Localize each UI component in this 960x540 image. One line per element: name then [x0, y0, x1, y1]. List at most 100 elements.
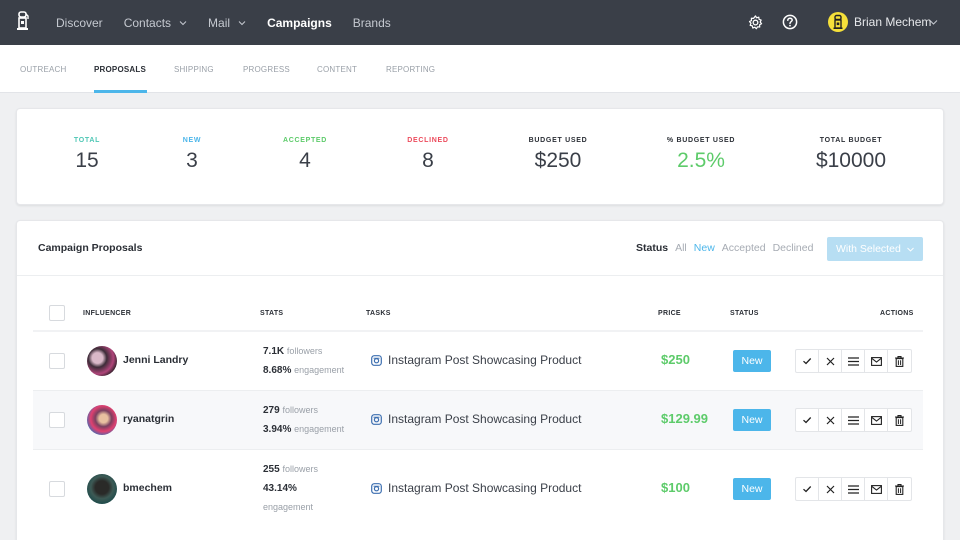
envelope-icon	[870, 415, 882, 425]
tab-outreach[interactable]: OUTREACH	[20, 65, 67, 74]
price: $129.99	[661, 411, 708, 426]
tab-shipping[interactable]: SHIPPING	[174, 65, 214, 74]
task-item[interactable]: Instagram Post Showcasing Product	[371, 353, 581, 367]
task-label: Instagram Post Showcasing Product	[388, 412, 582, 426]
message-button[interactable]	[865, 478, 888, 500]
stat-percent-budget-value: 2.5%	[677, 149, 725, 172]
message-button[interactable]	[865, 409, 888, 431]
influencer-name[interactable]: bmechem	[123, 482, 173, 494]
accept-button[interactable]	[796, 478, 819, 500]
followers-count: 7.1K	[263, 346, 285, 357]
accept-button[interactable]	[796, 409, 819, 431]
status-filter: Status All New Accepted Declined	[636, 242, 820, 254]
user-name[interactable]: Brian Mechem	[854, 15, 932, 29]
filter-new[interactable]: New	[693, 242, 715, 254]
stat-accepted-label: ACCEPTED	[282, 137, 328, 144]
tab-progress[interactable]: PROGRESS	[243, 65, 290, 74]
stat-total-budget-label: TOTAL BUDGET	[819, 137, 883, 144]
nav-campaigns[interactable]: Campaigns	[267, 16, 332, 30]
filter-all[interactable]: All	[675, 242, 687, 254]
followers-count: 255	[263, 464, 280, 475]
logo-icon[interactable]	[17, 11, 29, 31]
details-button[interactable]	[842, 350, 865, 372]
filter-declined[interactable]: Declined	[772, 242, 814, 254]
check-icon	[803, 486, 812, 493]
decline-button[interactable]	[819, 350, 842, 372]
nav-brands[interactable]: Brands	[353, 16, 391, 30]
card-header-divider	[17, 275, 943, 276]
column-header-stats[interactable]: STATS	[260, 310, 284, 317]
status-filter-label: Status	[636, 242, 669, 254]
row-checkbox[interactable]	[49, 412, 65, 428]
engagement-label: engagement	[294, 365, 345, 375]
main-nav: Discover Contacts Mail Campaigns Brands	[56, 0, 412, 45]
chevron-down-icon	[906, 247, 914, 252]
engagement-rate: 8.68%	[263, 365, 292, 376]
avatar	[87, 474, 117, 504]
row-checkbox[interactable]	[49, 481, 65, 497]
decline-button[interactable]	[819, 409, 842, 431]
delete-button[interactable]	[888, 350, 911, 372]
stat-budget-used: BUDGET USED $250	[488, 137, 628, 173]
engagement-rate: 43.14%	[263, 483, 297, 494]
influencer-name[interactable]: Jenni Landry	[123, 354, 189, 366]
column-header-actions: ACTIONS	[880, 310, 914, 317]
gear-icon[interactable]	[748, 15, 763, 30]
status-badge[interactable]: New	[733, 478, 771, 500]
task-item[interactable]: Instagram Post Showcasing Product	[371, 481, 581, 495]
task-label: Instagram Post Showcasing Product	[388, 481, 582, 495]
chevron-down-icon	[238, 20, 246, 25]
nav-contacts[interactable]: Contacts	[124, 16, 187, 30]
task-item[interactable]: Instagram Post Showcasing Product	[371, 412, 581, 426]
stat-percent-budget-used: % BUDGET USED 2.5%	[631, 137, 771, 173]
stat-declined-label: DECLINED	[407, 137, 449, 144]
engagement-stat: 43.14%	[263, 483, 297, 494]
engagement-label: engagement	[263, 502, 314, 512]
row-checkbox[interactable]	[49, 353, 65, 369]
chevron-down-icon	[179, 20, 187, 25]
stat-percent-budget-label: % BUDGET USED	[666, 137, 736, 144]
details-button[interactable]	[842, 478, 865, 500]
summary-stats-card: TOTAL 15 NEW 3 ACCEPTED 4 DECLINED 8 BUD…	[16, 108, 944, 205]
delete-button[interactable]	[888, 409, 911, 431]
select-all-checkbox[interactable]	[49, 305, 65, 321]
followers-count: 279	[263, 405, 280, 416]
accept-button[interactable]	[796, 350, 819, 372]
column-header-status[interactable]: STATUS	[730, 310, 759, 317]
close-icon	[826, 357, 834, 365]
trash-icon	[895, 483, 904, 495]
active-tab-indicator	[94, 90, 147, 93]
check-icon	[803, 358, 812, 365]
followers-label: followers	[282, 405, 318, 415]
followers-label: followers	[286, 346, 323, 356]
message-button[interactable]	[865, 350, 888, 372]
question-circle-icon[interactable]	[782, 14, 798, 30]
row-actions	[795, 477, 912, 501]
filter-accepted[interactable]: Accepted	[721, 242, 766, 254]
tab-content[interactable]: CONTENT	[317, 65, 358, 74]
proposals-title: Campaign Proposals	[38, 242, 143, 254]
price: $250	[661, 352, 690, 367]
decline-button[interactable]	[819, 478, 842, 500]
chevron-down-icon[interactable]	[929, 19, 938, 26]
nav-mail[interactable]: Mail	[208, 16, 246, 30]
column-header-price[interactable]: PRICE	[658, 310, 681, 317]
column-header-influencer[interactable]: INFLUENCER	[83, 310, 132, 317]
user-avatar[interactable]	[828, 12, 848, 32]
tab-reporting[interactable]: REPORTING	[386, 65, 436, 74]
with-selected-dropdown[interactable]: With Selected	[827, 237, 923, 261]
stat-total-value: 15	[75, 149, 99, 172]
engagement-rate: 3.94%	[263, 424, 292, 435]
stat-declined: DECLINED 8	[358, 137, 498, 173]
status-badge[interactable]: New	[733, 409, 771, 431]
details-button[interactable]	[842, 409, 865, 431]
status-badge[interactable]: New	[733, 350, 771, 372]
engagement-label-line: engagement	[263, 502, 313, 513]
stat-new: NEW 3	[122, 137, 262, 173]
column-header-tasks[interactable]: TASKS	[366, 310, 391, 317]
tab-proposals[interactable]: PROPOSALS	[94, 65, 147, 74]
delete-button[interactable]	[888, 478, 911, 500]
influencer-name[interactable]: ryanatgrin	[123, 413, 175, 425]
campaign-proposals-card: Campaign Proposals Status All New Accept…	[16, 220, 944, 540]
nav-discover[interactable]: Discover	[56, 16, 103, 30]
